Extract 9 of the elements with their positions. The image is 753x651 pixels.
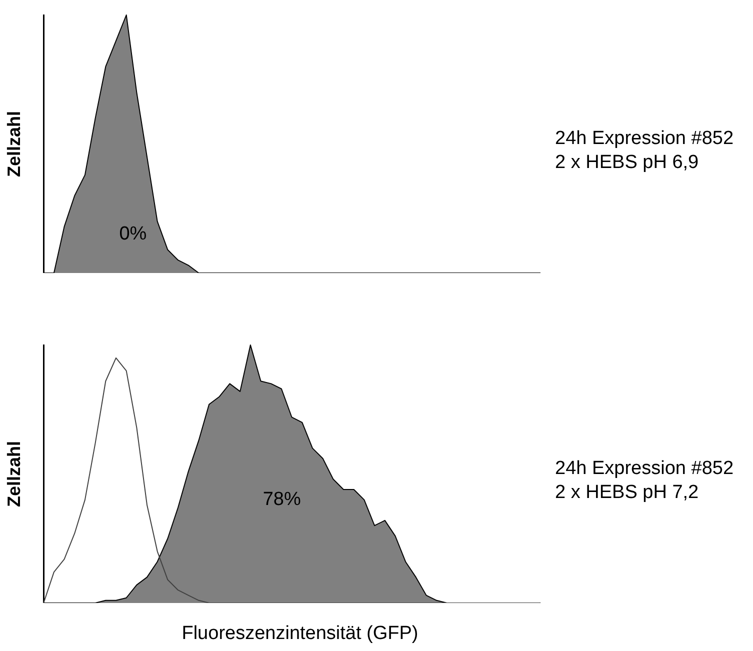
text: 2 x HEBS pH 6,9 [555,152,699,174]
y-axis-title: Zellzahl [4,440,24,508]
text: 2 x HEBS pH 7,2 [555,482,699,504]
y-axis-title: Zellzahl [4,110,24,178]
text: 24h Expression #852 [555,458,734,480]
annotation: 78% [262,489,301,510]
x-axis-title: Fluoreszenzintensität (GFP) [180,623,420,645]
annotation: 0% [119,224,147,245]
text: 24h Expression #852 [555,128,734,150]
